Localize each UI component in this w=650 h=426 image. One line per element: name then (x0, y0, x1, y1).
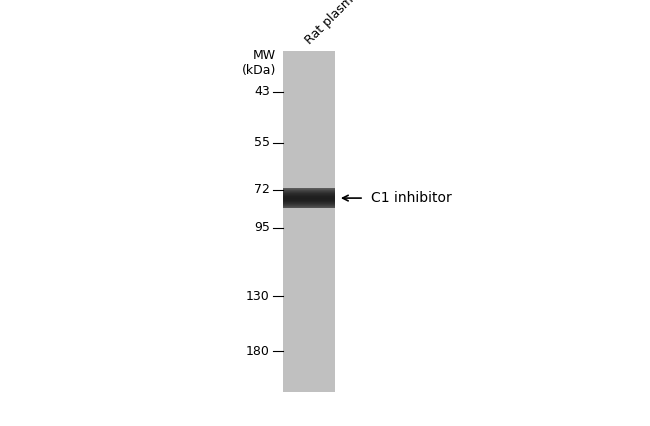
Text: 180: 180 (246, 345, 270, 358)
Text: 55: 55 (254, 136, 270, 149)
Text: MW
(kDa): MW (kDa) (242, 49, 276, 77)
Text: Rat plasma: Rat plasma (303, 0, 362, 47)
Text: 95: 95 (254, 222, 270, 234)
Text: C1 inhibitor: C1 inhibitor (370, 191, 451, 205)
Text: 72: 72 (254, 183, 270, 196)
Text: 43: 43 (254, 85, 270, 98)
Text: 130: 130 (246, 290, 270, 302)
